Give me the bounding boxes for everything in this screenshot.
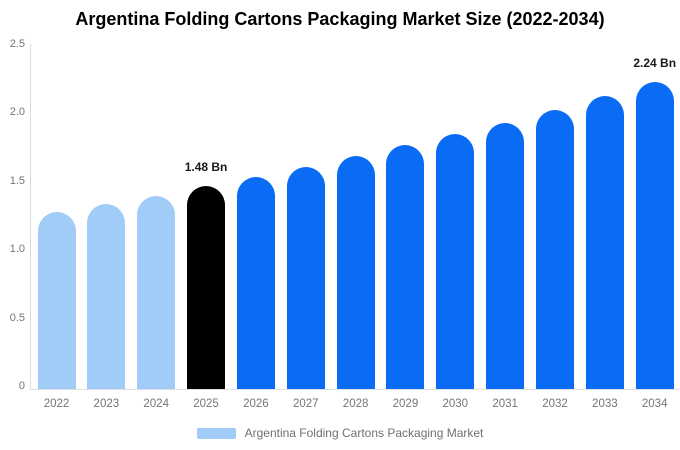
bar-2032 <box>536 110 574 389</box>
x-tick-2024: 2024 <box>143 398 169 410</box>
chart-title: Argentina Folding Cartons Packaging Mark… <box>75 9 605 29</box>
x-tick-2028: 2028 <box>342 398 369 410</box>
x-tick-2025: 2025 <box>193 398 219 410</box>
x-tick-2022: 2022 <box>43 398 70 410</box>
x-axis-baseline <box>30 389 680 390</box>
bar-2034 <box>635 82 674 389</box>
x-tick-2029: 2029 <box>392 398 419 410</box>
bar-2025 <box>187 186 226 389</box>
legend-label: Argentina Folding Cartons Packaging Mark… <box>244 426 484 440</box>
y-tick-0: 0 <box>18 380 25 392</box>
x-tick-2032: 2032 <box>542 398 568 410</box>
bar-2029 <box>386 145 425 389</box>
legend-swatch <box>196 427 236 439</box>
bar-2024 <box>137 196 176 389</box>
y-tick-2.0: 2.0 <box>9 106 25 118</box>
y-tick-1.5: 1.5 <box>9 174 25 187</box>
x-tick-2023: 2023 <box>93 398 120 410</box>
x-tick-2033: 2033 <box>592 398 618 410</box>
y-axis-line <box>30 44 31 390</box>
legend: Argentina Folding Cartons Packaging Mark… <box>0 425 680 441</box>
x-tick-2026: 2026 <box>243 398 269 410</box>
y-tick-1.0: 1.0 <box>9 243 25 255</box>
data-label-2034: 2.24 Bn <box>633 56 677 70</box>
bar-2027 <box>286 167 325 389</box>
bar-2033 <box>585 96 624 389</box>
bar-2026 <box>236 177 275 389</box>
bar-2022 <box>37 212 76 389</box>
data-label-2025: 1.48 Bn <box>184 160 228 174</box>
x-tick-2031: 2031 <box>492 398 518 410</box>
x-tick-2034: 2034 <box>641 398 668 410</box>
y-tick-2.5: 2.5 <box>9 37 25 50</box>
bar-2030 <box>436 134 475 389</box>
x-tick-2027: 2027 <box>292 398 319 410</box>
x-tick-2030: 2030 <box>442 398 469 410</box>
bar-2023 <box>87 204 126 389</box>
bar-2028 <box>336 156 375 389</box>
y-tick-0.5: 0.5 <box>9 311 25 324</box>
bar-2031 <box>486 123 525 389</box>
